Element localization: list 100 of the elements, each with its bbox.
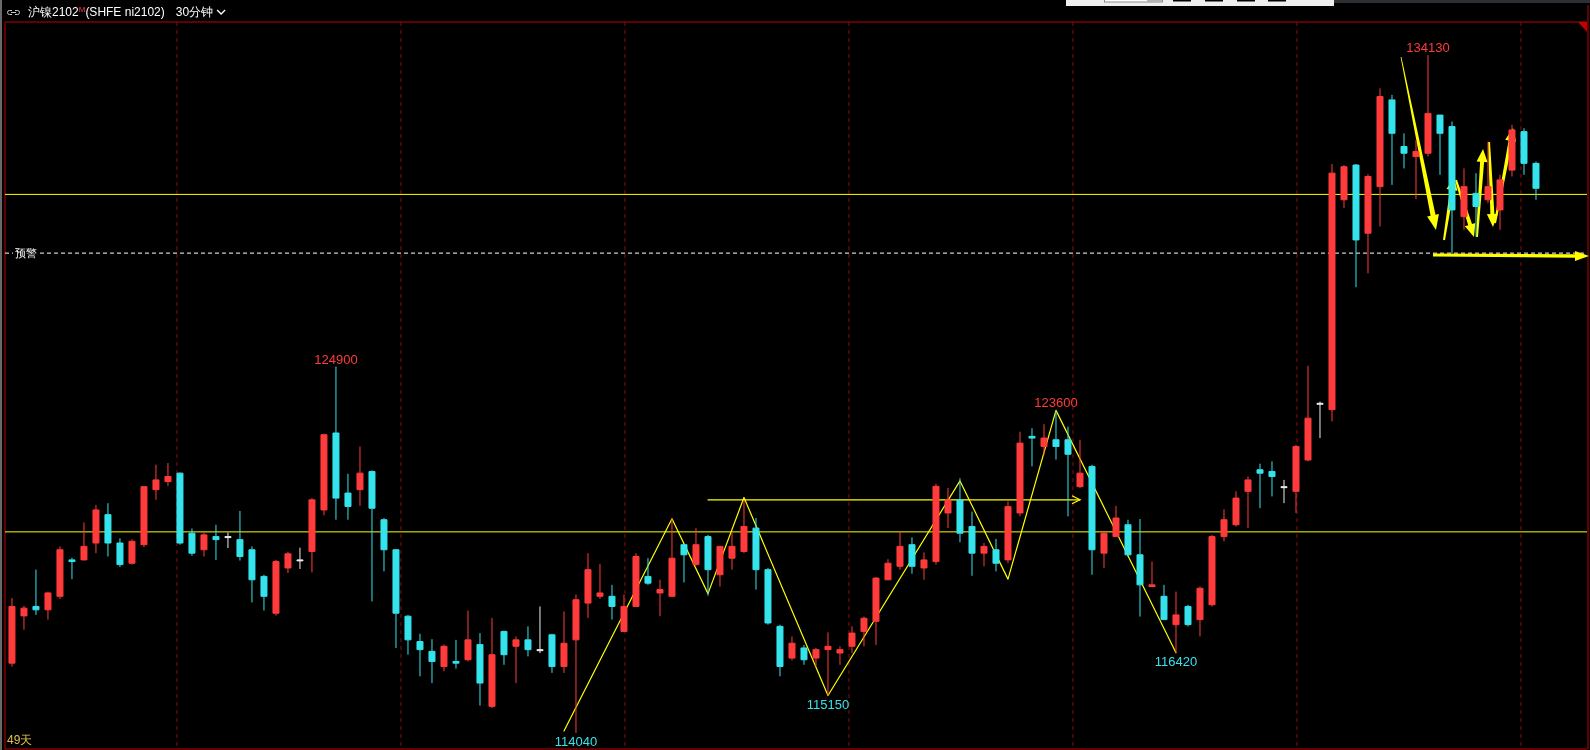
candlestick: [1520, 127, 1528, 176]
candlestick: [1412, 139, 1420, 200]
candlestick: [1016, 431, 1024, 517]
candlestick: [920, 551, 928, 581]
candlestick: [620, 594, 628, 632]
candlestick: [1376, 87, 1384, 227]
candlestick: [1112, 505, 1120, 538]
candlestick: [236, 510, 244, 562]
candlestick: [1040, 423, 1048, 456]
candlestick: [1388, 94, 1396, 186]
candlestick: [1484, 141, 1492, 204]
candlestick: [1052, 409, 1060, 461]
candlestick: [632, 552, 640, 607]
candlestick: [464, 610, 472, 662]
candlestick: [800, 644, 808, 666]
candlestick: [812, 647, 820, 668]
candlestick: [860, 616, 868, 647]
candlestick: [224, 532, 232, 549]
candlestick: [116, 537, 124, 568]
candlestick: [716, 545, 724, 588]
candlestick: [212, 524, 220, 561]
candlestick: [740, 500, 748, 554]
candlestick: [488, 617, 496, 709]
candlestick: [1316, 401, 1324, 439]
annotation: 124900: [314, 351, 358, 367]
candlestick: [392, 548, 400, 649]
candlestick: [1148, 561, 1156, 588]
candlestick: [440, 644, 448, 672]
candlestick: [332, 366, 340, 521]
candlestick: [260, 574, 268, 611]
candlestick: [848, 625, 856, 654]
candlestick: [680, 544, 688, 583]
candlestick: [248, 545, 256, 603]
candlestick: [452, 639, 460, 670]
candlestick: [884, 558, 892, 581]
chart-subtitle: 30分钟: [175, 5, 214, 19]
candlestick: [308, 497, 316, 573]
candlestick: [728, 532, 736, 571]
candlestick: [1268, 460, 1276, 497]
candlestick: [752, 517, 760, 591]
candlestick: [1436, 114, 1444, 176]
candlestick: [1508, 124, 1516, 178]
candlestick: [776, 624, 784, 677]
candlestick: [548, 633, 556, 674]
candlestick: [896, 531, 904, 571]
chart-title: 沪镍2102$^{M}$(SHFE ni2102): [28, 5, 165, 19]
candlestick: [1472, 172, 1480, 238]
candlestick: [20, 605, 28, 631]
candlestick: [500, 630, 508, 666]
candlestick: [1136, 518, 1144, 618]
candlestick: [764, 567, 772, 626]
candlestick: [1364, 173, 1372, 274]
candlestick: [692, 527, 700, 567]
candlestick: [524, 625, 532, 657]
candlestick: [80, 521, 88, 562]
candlestick: [356, 445, 364, 507]
candlestick: [188, 527, 196, 557]
candlestick: [1100, 531, 1108, 569]
annotation: 114040: [554, 734, 598, 749]
candlestick: [512, 635, 520, 684]
candlestick: [32, 569, 40, 616]
candlestick: [872, 576, 880, 646]
candlestick: [140, 485, 148, 548]
candlestick: [476, 632, 484, 707]
candlestick: [704, 534, 712, 597]
annotation: 123600: [1034, 395, 1078, 411]
candlestick: [1280, 479, 1288, 504]
candlestick: [1352, 163, 1360, 288]
candlestick: [1172, 591, 1180, 654]
candlestick: [344, 473, 352, 521]
candlestick: [1400, 132, 1408, 169]
candlestick: [944, 487, 952, 529]
candlestick: [536, 605, 544, 654]
candlestick: [1196, 586, 1204, 637]
candlestick: [644, 557, 652, 586]
candlestick: [1124, 519, 1132, 557]
candlestick: [92, 504, 100, 554]
candlestick: [1064, 426, 1072, 517]
candlestick: [176, 471, 184, 546]
candlestick: [1328, 163, 1336, 423]
candlestick: [272, 559, 280, 617]
candlestick: [668, 518, 676, 597]
candlestick: [56, 545, 64, 600]
candlestick: [1532, 161, 1540, 201]
candlestick: [296, 547, 304, 570]
candlestick: [968, 511, 976, 577]
candlestick: [44, 591, 52, 621]
candlestick: [1460, 167, 1468, 231]
candlestick: [1220, 508, 1228, 542]
candlestick: [1292, 444, 1300, 514]
candlestick: [788, 635, 796, 661]
candlestick: [836, 645, 844, 666]
annotation: 116420: [1154, 653, 1198, 669]
candlestick: [560, 611, 568, 674]
candlestick: [656, 579, 664, 617]
annotation: 134130: [1406, 40, 1450, 56]
annotation: 115150: [806, 696, 850, 712]
ref-line-label: 预警: [15, 247, 37, 260]
candlestick: [1256, 463, 1264, 509]
candlestick: [1184, 604, 1192, 627]
